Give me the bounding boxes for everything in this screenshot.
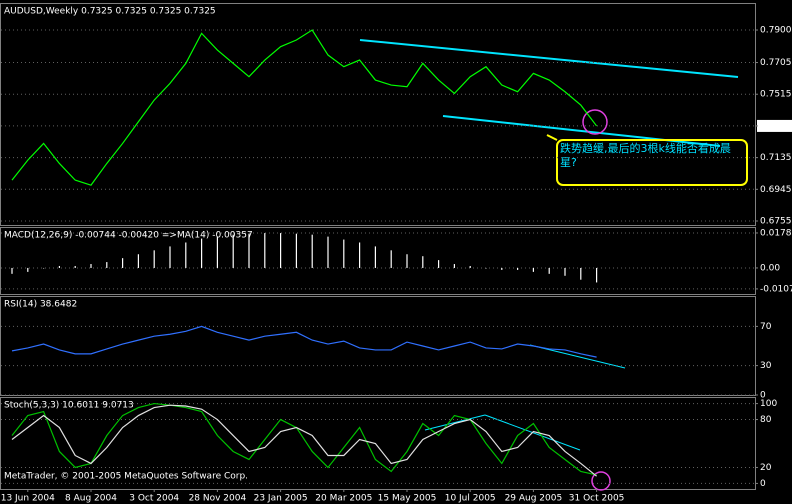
histogram-bar <box>485 267 487 269</box>
y-tick-label: 0.7900 <box>760 26 792 36</box>
highlight-circle <box>582 109 608 135</box>
histogram-bar <box>295 233 297 268</box>
histogram-bar <box>201 238 203 268</box>
y-tick-label: 80 <box>760 415 772 425</box>
histogram-bar <box>58 265 60 268</box>
histogram-bar <box>564 267 566 276</box>
y-tick-label: -0.0107 <box>760 284 792 294</box>
trend-line <box>424 414 486 431</box>
histogram-bar <box>469 265 471 268</box>
histogram-bar <box>359 242 361 268</box>
histogram-bar <box>280 233 282 268</box>
price-frame <box>0 3 756 226</box>
y-tick-label: 0.7135 <box>760 153 792 163</box>
y-tick-label: 0 <box>760 479 766 489</box>
histogram-bar <box>153 250 155 268</box>
histogram-bar <box>453 264 455 268</box>
histogram-bar <box>27 267 29 272</box>
y-tick-label: 0.6945 <box>760 185 792 195</box>
y-tick-label: 100 <box>760 399 777 409</box>
histogram-bar <box>596 267 598 283</box>
histogram-bar <box>390 250 392 268</box>
x-tick-label: 8 Aug 2004 <box>65 494 117 504</box>
y-tick-label: 0 <box>760 391 766 401</box>
x-tick-label: 29 Aug 2005 <box>505 494 563 504</box>
y-tick-label: 70 <box>760 322 772 332</box>
y-tick-label: 0.7515 <box>760 90 792 100</box>
histogram-bar <box>264 233 266 268</box>
histogram-bar <box>532 267 534 272</box>
panel-title: MACD(12,26,9) -0.00744 -0.00420 =>MA(14)… <box>4 231 253 241</box>
panel-title: RSI(14) 38.6482 <box>4 300 77 310</box>
footer: MetaTrader, © 2001-2005 MetaQuotes Softw… <box>4 472 248 482</box>
histogram-bar <box>311 234 313 268</box>
histogram-bar <box>327 236 329 268</box>
histogram-bar <box>422 256 424 268</box>
highlight-circle <box>591 471 611 491</box>
callout-pointer <box>546 134 558 141</box>
x-tick-label: 23 Jan 2005 <box>254 494 308 504</box>
histogram-bar <box>185 242 187 268</box>
histogram-bar <box>580 267 582 280</box>
histogram-bar <box>11 267 13 274</box>
panel-title: Stoch(5,3,3) 10.6011 9.0713 <box>4 401 134 411</box>
histogram-bar <box>74 265 76 268</box>
histogram-bar <box>216 236 218 268</box>
x-tick-label: 10 Jul 2005 <box>445 494 496 504</box>
y-tick-label: 0.01786 <box>760 228 792 238</box>
y-tick-label: 0.7705 <box>760 58 792 68</box>
histogram-bar <box>517 267 519 270</box>
callout-box <box>556 139 748 186</box>
line-series <box>11 404 597 477</box>
x-tick-label: 15 May 2005 <box>378 494 437 504</box>
stoch-frame <box>0 397 756 490</box>
histogram-bar <box>438 260 440 268</box>
current-price-box <box>757 119 792 132</box>
x-tick-label: 3 Oct 2004 <box>129 494 179 504</box>
histogram-bar <box>501 267 503 270</box>
histogram-bar <box>406 254 408 268</box>
histogram-bar <box>548 267 550 274</box>
y-tick-label: 0.7325 <box>760 121 792 131</box>
macd-frame <box>0 227 756 295</box>
annotation: 跌势趋缓,最后的3根k线能否看成晨星? <box>560 142 731 169</box>
x-tick-label: 28 Nov 2004 <box>189 494 247 504</box>
histogram-bar <box>169 246 171 268</box>
histogram-bar <box>122 258 124 268</box>
y-tick-label: 0.6755 <box>760 216 792 226</box>
histogram-bar <box>106 262 108 268</box>
x-tick-label: 20 Mar 2005 <box>315 494 372 504</box>
histogram-bar <box>43 267 45 269</box>
panel-title: AUDUSD,Weekly 0.7325 0.7325 0.7325 0.732… <box>4 7 216 17</box>
histogram-bar <box>248 233 250 268</box>
histogram-bar <box>232 234 234 268</box>
trend-line <box>359 39 739 78</box>
y-tick-label: 20 <box>760 463 772 473</box>
line-series <box>11 402 597 476</box>
histogram-bar <box>90 264 92 268</box>
x-tick-label: 13 Jun 2004 <box>1 494 55 504</box>
histogram-bar <box>343 239 345 268</box>
histogram-bar <box>137 254 139 268</box>
y-tick-label: 0.00 <box>760 263 780 273</box>
histogram-bar <box>374 246 376 268</box>
line-series <box>11 29 598 186</box>
line-series <box>11 325 597 358</box>
x-tick-label: 31 Oct 2005 <box>569 494 625 504</box>
y-tick-label: 30 <box>760 361 772 371</box>
